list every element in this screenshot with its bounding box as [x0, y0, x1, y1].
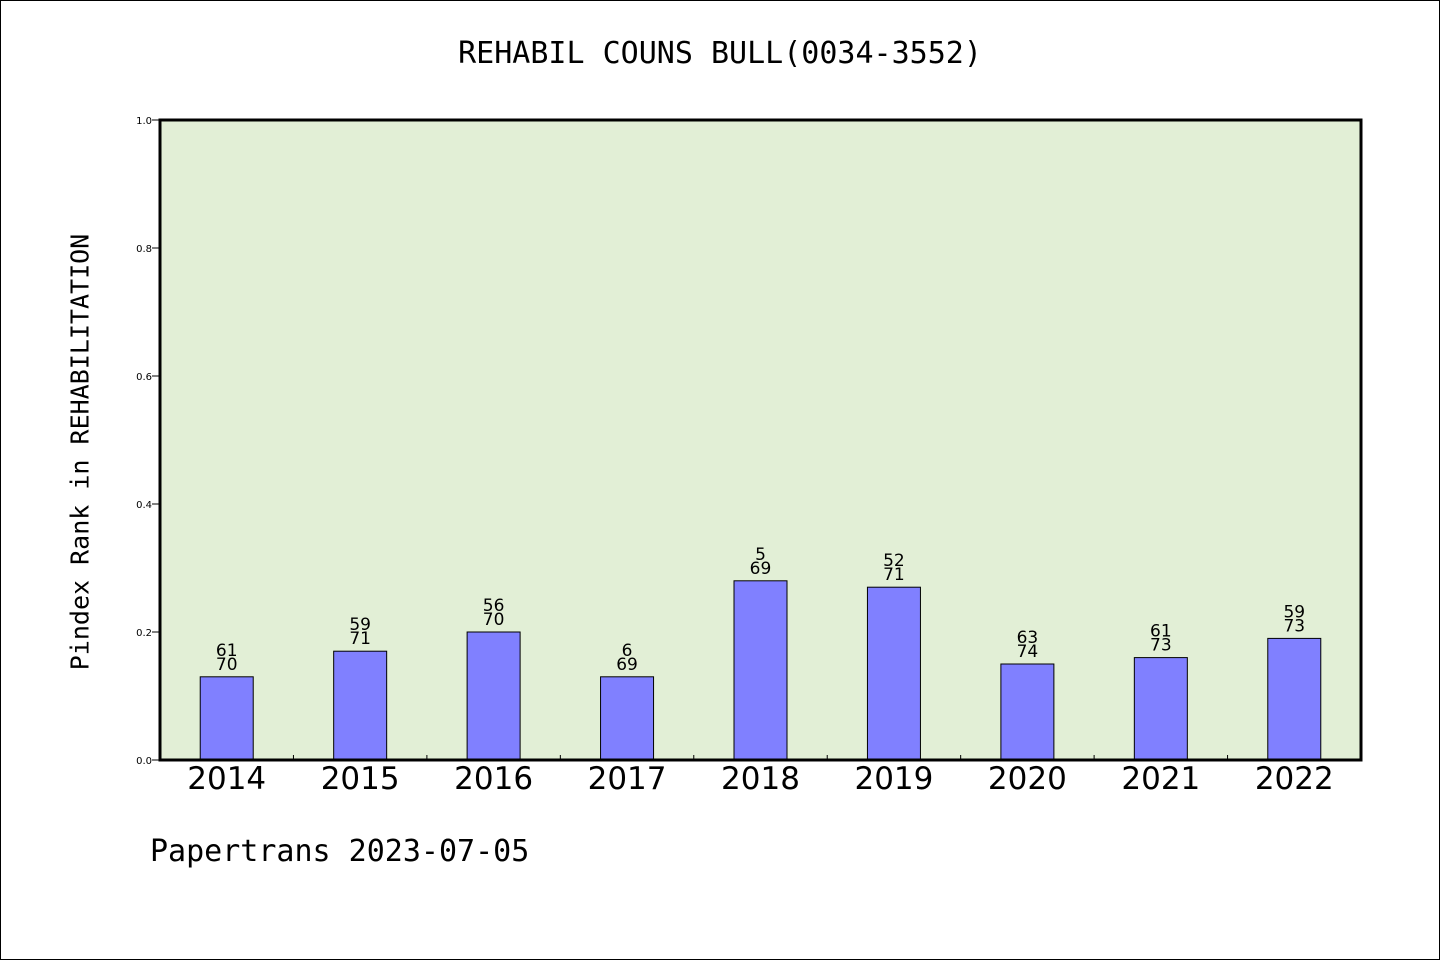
- bar-total-label: 70: [216, 655, 238, 675]
- x-tick-label: 2016: [454, 761, 533, 797]
- x-tick-label: 2018: [721, 761, 800, 797]
- bar: [1267, 637, 1322, 761]
- bar-total-label: 73: [1150, 636, 1172, 656]
- bar-rank-label: 56: [483, 596, 505, 616]
- bar-total-label: 70: [483, 610, 505, 630]
- bar: [1000, 663, 1055, 761]
- bar-rank-label: 61: [216, 641, 238, 661]
- bar: [466, 631, 521, 761]
- x-tick-label: 2019: [854, 761, 933, 797]
- x-tick-label: 2015: [321, 761, 400, 797]
- y-tick-label: 0.8: [136, 244, 152, 255]
- bar-total-label: 71: [349, 629, 371, 649]
- y-tick-label: 1.0: [136, 116, 152, 127]
- bar: [199, 676, 254, 761]
- chart-title: REHABIL COUNS BULL(0034-3552): [458, 36, 982, 71]
- bar: [600, 676, 655, 761]
- bar: [1133, 657, 1188, 761]
- bar-rank-label: 61: [1150, 622, 1172, 642]
- bar-total-label: 69: [750, 559, 772, 579]
- bar-total-label: 69: [616, 655, 638, 675]
- bar-total-label: 71: [883, 565, 905, 585]
- y-tick-label: 0.6: [136, 372, 152, 383]
- y-tick-label: 0.4: [136, 500, 152, 511]
- bar-rank-label: 52: [883, 551, 905, 571]
- x-tick-label: 2014: [187, 761, 266, 797]
- x-tick-label: 2022: [1255, 761, 1334, 797]
- bar-total-label: 73: [1283, 616, 1305, 636]
- bar-rank-label: 59: [1283, 602, 1305, 622]
- bar-rank-label: 63: [1017, 628, 1039, 648]
- bar: [733, 580, 788, 761]
- bar-rank-label: 6: [622, 641, 633, 661]
- bar: [866, 586, 921, 761]
- x-tick-label: 2021: [1121, 761, 1200, 797]
- x-tick-label: 2017: [588, 761, 667, 797]
- bars-layer: [199, 580, 1322, 761]
- bar-total-label: 74: [1017, 642, 1039, 662]
- y-tick-label: 0.2: [136, 628, 152, 639]
- bar-rank-label: 5: [755, 545, 766, 565]
- bar-rank-label: 59: [349, 615, 371, 635]
- plot-border: [158, 118, 1363, 762]
- y-tick-label: 0.0: [136, 756, 152, 767]
- bar: [333, 650, 388, 761]
- footer-text: Papertrans 2023-07-05: [150, 834, 530, 869]
- x-tick-label: 2020: [988, 761, 1067, 797]
- ticks-layer: 0.0 0.2 0.4 0.6 0.8 1.0 2014 2015 2016 2017 2018 20…: [136, 116, 1334, 797]
